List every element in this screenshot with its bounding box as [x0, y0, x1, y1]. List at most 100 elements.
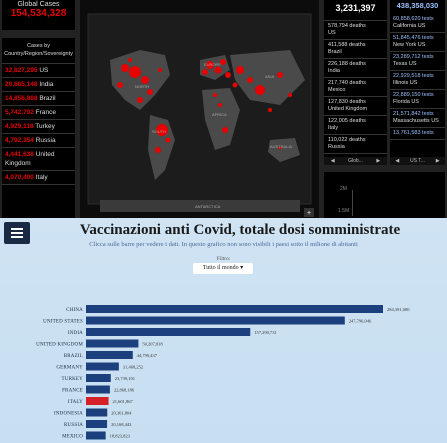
bar-germany[interactable]	[86, 362, 119, 371]
case-row[interactable]: 4,929,118 Turkey	[2, 120, 75, 134]
category-label: INDONESIA	[54, 412, 83, 417]
page-title: Vaccinazioni anti Covid, totale dosi som…	[79, 222, 401, 238]
tests-nav[interactable]: ◀ US T... ▶	[390, 157, 445, 165]
case-markers	[117, 58, 292, 153]
map-label-australia: AUSTRALIA	[270, 144, 293, 149]
global-cases-label: Global Cases	[17, 1, 60, 8]
tests-panel: 438,358,030 60,858,620 tests California U…	[390, 0, 445, 165]
value-label: 50,207,818	[142, 342, 163, 348]
death-row[interactable]: 217,740 deaths Mexico	[324, 78, 387, 97]
category-label: UNITED KINGDOM	[36, 343, 83, 348]
filter-label: Filtro:	[216, 256, 231, 262]
value-label: 157,290,731	[254, 330, 277, 336]
cases-header: Cases by Country/Region/Sovereignty	[2, 38, 75, 64]
bar-mexico[interactable]	[86, 431, 106, 440]
deaths-nav[interactable]: ◀ Glob... ▶	[324, 157, 387, 165]
bar-italy[interactable]	[86, 397, 109, 405]
chevron-down-icon: ▾	[240, 265, 244, 271]
category-label: MEXICO	[62, 435, 83, 440]
prev-icon: ◀	[330, 158, 335, 164]
mini-tick: 1.5M	[338, 208, 350, 214]
zoom-plus: +	[307, 210, 311, 217]
map-label-north: NORTH	[135, 84, 149, 89]
bar-indonesia[interactable]	[86, 408, 108, 417]
case-row[interactable]: 4,070,400 Italy	[2, 171, 75, 185]
category-label: BRAZIL	[64, 354, 83, 359]
value-label: 31,468,252	[123, 365, 143, 371]
category-label: RUSSIA	[64, 423, 83, 428]
antarctica-shape	[100, 200, 300, 212]
death-row[interactable]: 110,022 deaths Russia	[324, 135, 387, 154]
global-cases-panel: Global Cases 154,534,328	[2, 0, 75, 30]
category-label: INDIA	[68, 331, 83, 336]
category-label: ITALY	[68, 400, 83, 405]
bar-united-kingdom[interactable]	[86, 339, 139, 348]
page-subtitle: Clicca sulle barre per vedere i dati. In…	[89, 241, 358, 248]
test-row[interactable]: 22,929,518 tests Illinois US	[390, 71, 445, 90]
menu-line-icon	[11, 228, 23, 230]
tests-total: 438,358,030	[396, 1, 439, 10]
covid-dashboard: Global Cases 154,534,328 Cases by Countr…	[0, 0, 447, 218]
test-row[interactable]: 23,289,712 tests Texas US	[390, 52, 445, 71]
case-row[interactable]: 20,665,148 India	[2, 78, 75, 92]
bar-russia[interactable]	[86, 420, 108, 428]
menu-line-icon	[11, 232, 23, 234]
prev-icon: ◀	[395, 158, 400, 164]
bar-brazil[interactable]	[86, 351, 133, 359]
death-row[interactable]: 411,588 deaths Brazil	[324, 40, 387, 59]
global-cases-value: 154,534,328	[10, 8, 67, 19]
death-row[interactable]: 127,830 deaths United Kingdom	[324, 97, 387, 116]
category-label: UNITED STATES	[43, 320, 83, 325]
test-row[interactable]: 13,761,583 tests	[390, 128, 445, 140]
bar-china[interactable]	[86, 305, 383, 313]
map-label-africa: AFRICA	[212, 112, 227, 117]
map-label-europe: EUROPE	[204, 62, 221, 67]
map-label-antarctica: ANTARCTICA	[195, 204, 221, 209]
world-map[interactable]: NORTH SOUTH EUROPE AFRICA ASIA AUSTRALIA…	[80, 0, 319, 218]
value-label: 247,796,046	[349, 319, 372, 325]
deaths-panel: 3,231,397 578,794 deaths US 411,588 death…	[324, 0, 387, 165]
case-row[interactable]: 32,827,295 US	[2, 64, 75, 78]
vaccination-bar-chart: CHINA 284,391,000 UNITED STATES 247,796,046…	[36, 305, 410, 440]
death-row[interactable]: 122,005 deaths Italy	[324, 116, 387, 135]
bar-france[interactable]	[86, 385, 110, 394]
test-row[interactable]: 60,858,620 tests California US	[390, 14, 445, 33]
bar-turkey[interactable]	[86, 374, 111, 382]
case-row[interactable]: 14,856,888 Brazil	[2, 92, 75, 106]
death-row[interactable]: 578,794 deaths US	[324, 21, 387, 40]
bar-united-states[interactable]	[86, 316, 345, 325]
value-label: 21,601,867	[113, 399, 134, 405]
test-row[interactable]: 51,845,476 tests New York US	[390, 33, 445, 52]
case-row[interactable]: 5,742,792 France	[2, 106, 75, 120]
next-icon: ▶	[435, 158, 440, 164]
mini-axis	[352, 190, 353, 216]
vaccination-page: Vaccinazioni anti Covid, totale dosi som…	[0, 218, 447, 443]
category-label: TURKEY	[62, 377, 84, 382]
case-row[interactable]: 4,441,638 United Kingdom	[2, 148, 75, 171]
value-label: 22,868,186	[114, 388, 135, 394]
category-label: GERMANY	[56, 366, 83, 371]
case-row[interactable]: 4,792,354 Russia	[2, 134, 75, 148]
asia-shape	[230, 50, 305, 105]
africa-shape	[202, 88, 240, 150]
next-icon: ▶	[376, 158, 381, 164]
test-row[interactable]: 21,571,842 tests Massachusetts US	[390, 109, 445, 128]
category-label: FRANCE	[62, 389, 83, 394]
map-label-south: SOUTH	[152, 129, 166, 134]
cases-by-country-panel: Cases by Country/Region/Sovereignty 32,8…	[2, 38, 75, 218]
test-row[interactable]: 22,889,150 tests Florida US	[390, 90, 445, 109]
world-map-svg: NORTH SOUTH EUROPE AFRICA ASIA AUSTRALIA…	[80, 0, 319, 218]
category-label: CHINA	[66, 308, 83, 313]
filter-select[interactable]: Tutto il mondo ▾	[193, 263, 253, 274]
death-row[interactable]: 226,188 deaths India	[324, 59, 387, 78]
hamburger-menu-button[interactable]	[4, 222, 30, 244]
value-label: 20,361,804	[111, 411, 132, 417]
mini-tick: 2M	[340, 186, 347, 192]
value-label: 284,391,000	[387, 307, 410, 313]
value-label: 44,799,437	[137, 353, 158, 359]
map-label-asia: ASIA	[265, 74, 274, 79]
bar-india[interactable]	[86, 328, 251, 336]
value-label: 23,739,101	[115, 376, 135, 382]
deaths-total: 3,231,397	[324, 0, 387, 21]
zoom-in-button	[304, 208, 314, 217]
